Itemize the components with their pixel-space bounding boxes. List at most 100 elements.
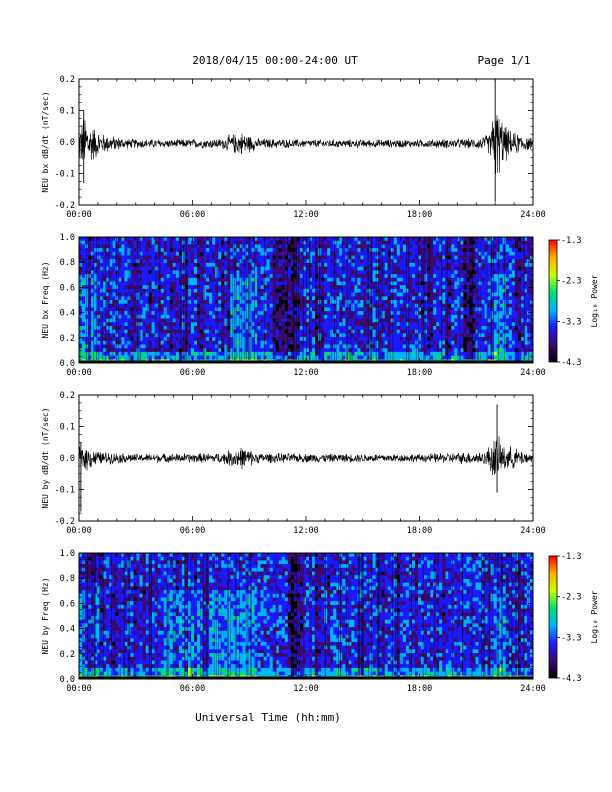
spectrogram-cell (103, 259, 107, 264)
spectrogram-cell (166, 325, 171, 330)
spectrogram-cell (169, 296, 174, 301)
spectrogram-cell (172, 307, 177, 312)
spectrogram-cell (460, 281, 464, 286)
spectrogram-cell (321, 311, 325, 316)
spectrogram-cell (508, 240, 513, 245)
spectrogram-cell (399, 351, 404, 356)
spectrogram-cell (124, 322, 128, 327)
spectrogram-cell (148, 311, 152, 316)
spectrogram-cell (442, 277, 446, 282)
spectrogram-cell (493, 296, 497, 301)
spectrogram-cell (239, 274, 243, 279)
spectrogram-cell (336, 318, 340, 323)
spectrogram-cell (363, 337, 367, 342)
spectrogram-cell (209, 351, 213, 356)
spectrogram-cell (139, 270, 143, 275)
spectrogram-cell (175, 262, 180, 267)
spectrogram-cell (463, 348, 467, 353)
spectrogram-cell (97, 303, 101, 308)
spectrogram-cell (472, 255, 476, 260)
spectrogram-cell (94, 296, 98, 301)
spectrogram-cell (345, 285, 349, 290)
spectrogram-cell (151, 248, 155, 253)
spectrogram-cell (121, 307, 125, 312)
spectrogram-cell (487, 307, 491, 312)
spectrogram-cell (175, 255, 180, 260)
spectrogram-cell (402, 277, 407, 282)
spectrogram-cell (287, 307, 292, 312)
spectrogram-cell (197, 270, 201, 275)
spectrogram-cell (484, 274, 488, 279)
spectrogram-cell (445, 270, 449, 275)
spectrogram-cell (260, 340, 264, 345)
spectrogram-cell (390, 274, 395, 279)
spectrogram-cell (354, 351, 358, 356)
spectrogram-cell (109, 325, 113, 330)
spectrogram-cell (487, 255, 491, 260)
spectrogram-cell (169, 325, 174, 330)
spectrogram-cell (190, 274, 195, 279)
spectrogram-cell (405, 288, 410, 293)
spectrogram-cell (463, 344, 467, 349)
spectrogram-cell (266, 311, 270, 316)
spectrogram-cell (454, 311, 458, 316)
spectrogram-cell (393, 296, 398, 301)
spectrogram-cell (302, 281, 307, 286)
spectrogram-cell (145, 281, 149, 286)
spectrogram-cell (442, 237, 446, 242)
spectrogram-cell (178, 248, 183, 253)
spectrogram-cell (230, 277, 234, 282)
spectrogram-cell (254, 296, 258, 301)
spectrogram-cell (463, 325, 467, 330)
spectrogram-cell (439, 285, 443, 290)
spectrogram-cell (284, 292, 289, 297)
spectrogram-cell (224, 348, 228, 353)
spectrogram-cell (460, 348, 464, 353)
spectrogram-cell (430, 259, 434, 264)
spectrogram-cell (357, 288, 361, 293)
spectrogram-cell (442, 325, 446, 330)
spectrogram-cell (187, 285, 192, 290)
spectrogram-cell (360, 300, 364, 305)
spectrogram-cell (405, 285, 410, 290)
spectrogram-cell (306, 274, 310, 279)
spectrogram-cell (175, 318, 180, 323)
spectrogram-cell (505, 281, 510, 286)
spectrogram-cell (82, 251, 86, 256)
spectrogram-cell (484, 325, 488, 330)
spectrogram-cell (166, 248, 171, 253)
spectrogram-cell (260, 318, 264, 323)
spectrogram-cell (160, 351, 165, 356)
spectrogram-cell (103, 248, 107, 253)
spectrogram-cell (351, 281, 355, 286)
spectrogram-cell (378, 307, 382, 312)
spectrogram-cell (163, 337, 168, 342)
spectrogram-cell (103, 277, 107, 282)
spectrogram-cell (481, 340, 485, 345)
spectrogram-cell (445, 303, 449, 308)
spectrogram-cell (384, 285, 389, 290)
spectrogram-cell (209, 281, 213, 286)
spectrogram-cell (209, 307, 213, 312)
spectrogram-cell (245, 251, 249, 256)
spectrogram-cell (421, 307, 425, 312)
spectrogram-cell (436, 340, 440, 345)
spectrogram-cell (266, 251, 270, 256)
spectrogram-cell (272, 333, 277, 338)
spectrogram-cell (508, 285, 513, 290)
spectrogram-cell (324, 244, 328, 249)
spectrogram-cell (457, 277, 461, 282)
spectrogram-cell (203, 266, 207, 271)
x-tick-label: 12:00 (293, 210, 319, 220)
spectrogram-cell (411, 329, 416, 334)
spectrogram-cell (499, 307, 504, 312)
spectrogram-cell (306, 303, 310, 308)
spectrogram-cell (194, 296, 198, 301)
spectrogram-cell (163, 259, 168, 264)
spectrogram-cell (433, 314, 437, 319)
spectrogram-cell (194, 340, 198, 345)
spectrogram-cell (178, 307, 183, 312)
spectrogram-cell (309, 240, 313, 245)
spectrogram-cell (212, 244, 216, 249)
spectrogram-cell (454, 248, 458, 253)
